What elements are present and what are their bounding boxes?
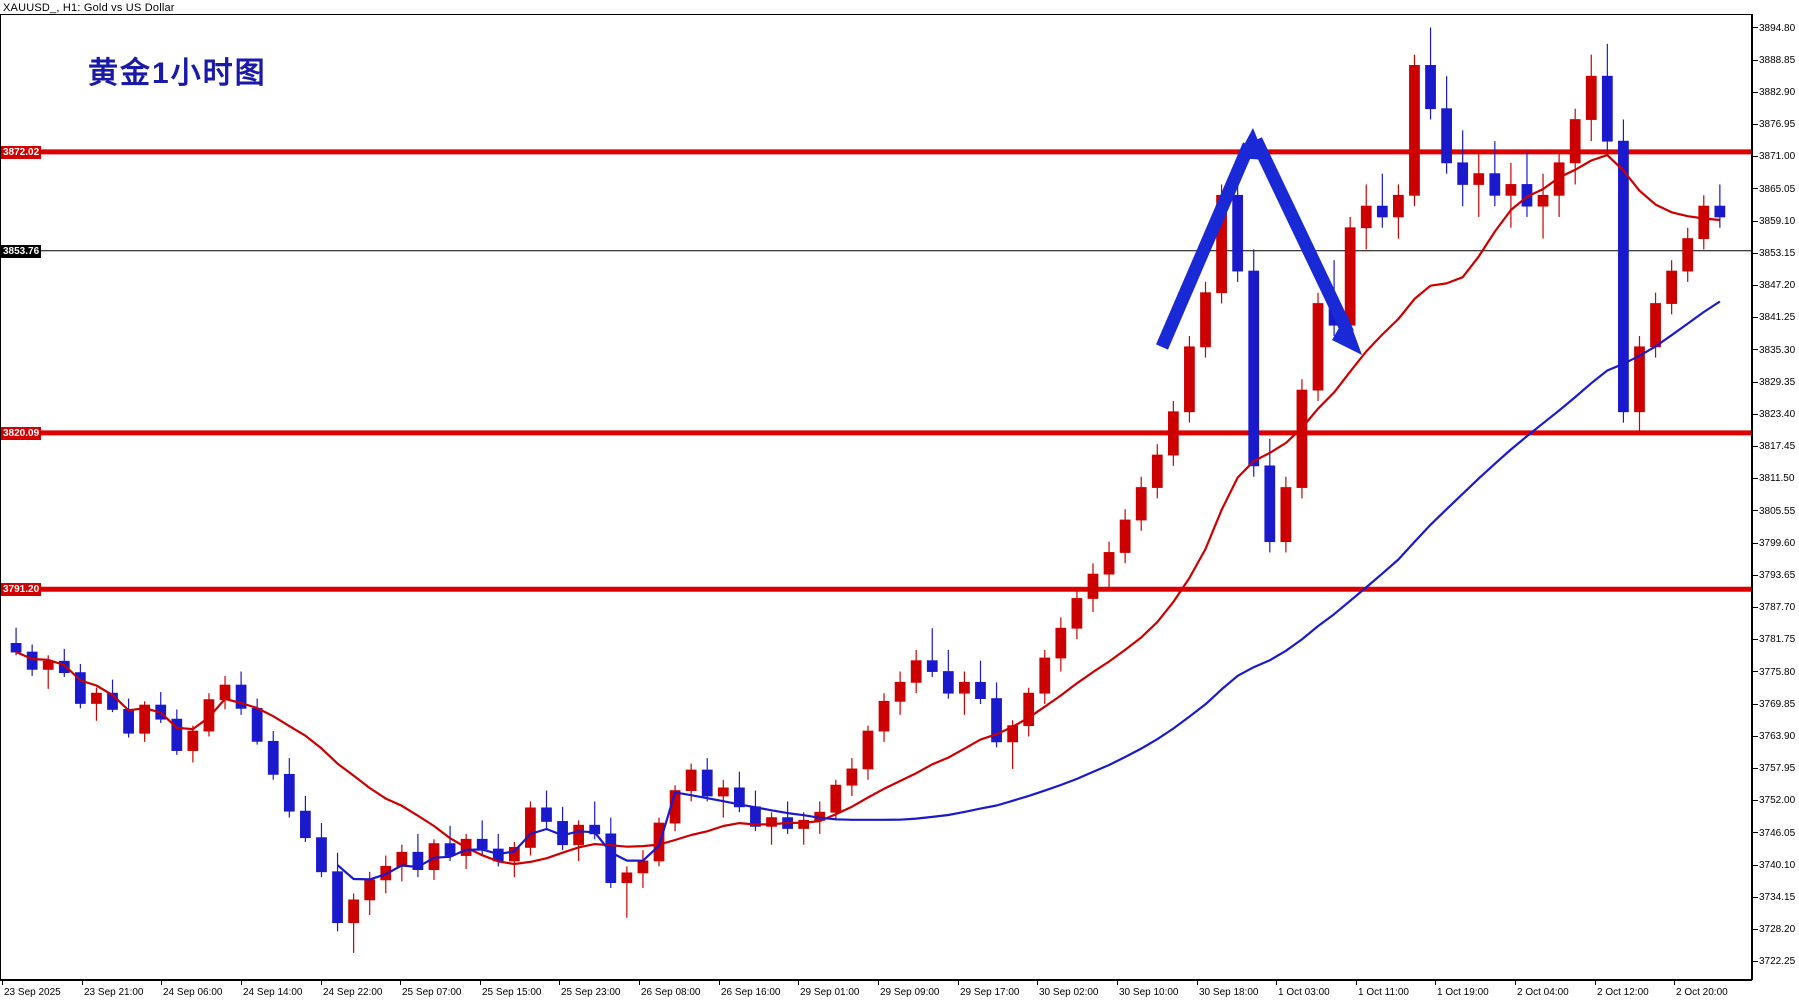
price-tick-label: 3888.85 bbox=[1753, 55, 1795, 66]
price-tick-label: 3829.35 bbox=[1753, 377, 1795, 388]
price-tick-label: 3769.85 bbox=[1753, 699, 1795, 710]
price-tick-label: 3865.05 bbox=[1753, 184, 1795, 195]
price-tick-label: 3853.15 bbox=[1753, 249, 1795, 259]
price-tick-label: 3793.65 bbox=[1753, 571, 1795, 581]
price-tick-label: 3882.90 bbox=[1753, 88, 1795, 98]
price-tick-label: 3823.40 bbox=[1753, 410, 1795, 420]
chart-symbol-title: XAUUSD_, H1: Gold vs US Dollar bbox=[3, 2, 175, 14]
price-tick-label: 3787.70 bbox=[1753, 603, 1795, 613]
price-tick-label: 3847.20 bbox=[1753, 281, 1795, 291]
price-tick-label: 3728.20 bbox=[1753, 925, 1795, 935]
price-badge-support-level[interactable]: 3820.09 bbox=[1, 426, 42, 440]
price-tick-label: 3763.90 bbox=[1753, 732, 1795, 742]
price-tick-label: 3841.25 bbox=[1753, 313, 1795, 323]
price-tick-label: 3752.00 bbox=[1753, 796, 1795, 806]
price-tick-label: 3876.95 bbox=[1753, 120, 1795, 130]
price-tick-label: 3722.25 bbox=[1753, 957, 1795, 967]
price-tick-label: 3894.80 bbox=[1753, 23, 1795, 34]
price-badge-current-price[interactable]: 3853.76 bbox=[1, 244, 42, 258]
price-tick-label: 3811.50 bbox=[1753, 474, 1794, 484]
price-badge-resistance-level[interactable]: 3872.02 bbox=[1, 145, 42, 159]
price-tick-label: 3775.80 bbox=[1753, 667, 1795, 678]
price-axis[interactable]: 3894.80 3888.85 3882.90 3876.95 3871.00 3865.… bbox=[1752, 14, 1799, 980]
price-tick-label: 3805.55 bbox=[1753, 506, 1795, 517]
chart-plot-area[interactable] bbox=[0, 14, 1752, 980]
price-tick-label: 3740.10 bbox=[1753, 860, 1795, 871]
price-tick-label: 3781.75 bbox=[1753, 635, 1795, 645]
price-tick-label: 3817.45 bbox=[1753, 442, 1795, 452]
price-badge-support-level[interactable]: 3791.20 bbox=[1, 583, 42, 597]
price-tick-label: 3871.00 bbox=[1753, 152, 1795, 162]
time-axis[interactable]: 23 Sep 2025 23 Sep 21:00 24 Sep 06:00 24 Se… bbox=[0, 980, 1752, 1008]
price-tick-label: 3746.05 bbox=[1753, 828, 1795, 839]
price-tick-label: 3799.60 bbox=[1753, 538, 1795, 549]
price-tick-label: 3734.15 bbox=[1753, 893, 1795, 903]
price-tick-label: 3859.10 bbox=[1753, 216, 1795, 227]
price-tick-label: 3835.30 bbox=[1753, 345, 1795, 356]
price-tick-label: 3757.95 bbox=[1753, 764, 1795, 774]
